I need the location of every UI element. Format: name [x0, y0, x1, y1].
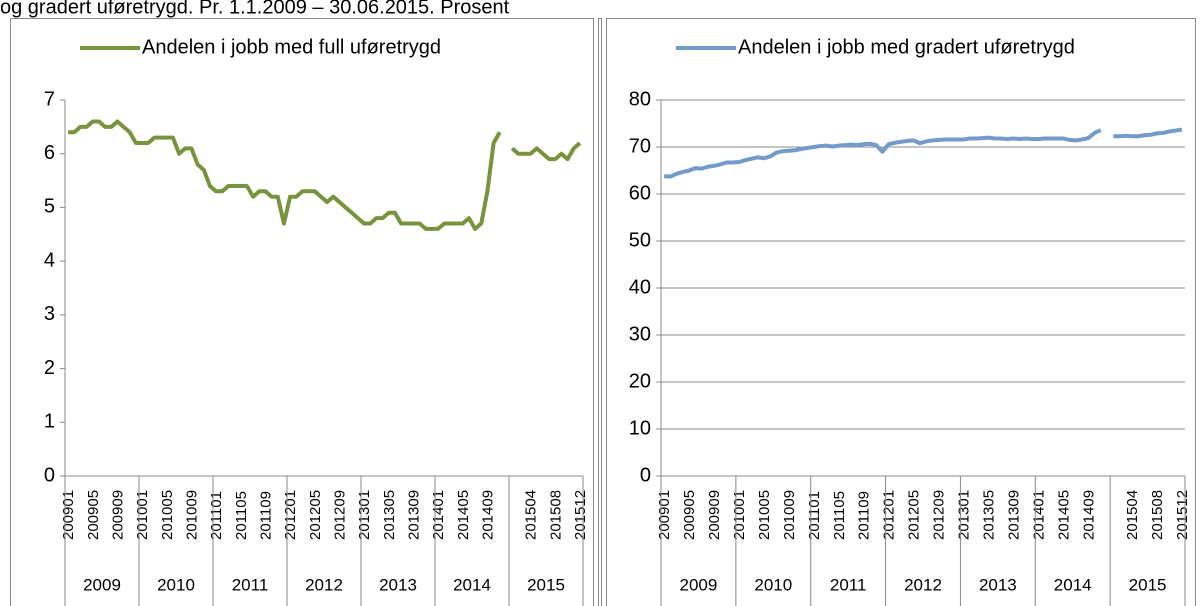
y-tick-label: 30 [629, 323, 651, 345]
y-tick-label: 40 [629, 276, 651, 298]
y-tick-label: 0 [44, 464, 55, 486]
legend-label: Andelen i jobb med gradert uføretrygd [738, 36, 1075, 58]
x-tick-label: 201409 [479, 490, 496, 540]
x-tick-label: 201405 [455, 490, 472, 540]
x-tick-label: 201101 [208, 491, 225, 540]
year-label: 2014 [453, 575, 491, 594]
x-tick-label: 201301 [956, 490, 973, 540]
x-tick-label: 201105 [233, 491, 250, 540]
x-tick-label: 201001 [134, 490, 151, 540]
year-label: 2013 [379, 575, 417, 594]
x-tick-label: 200909 [109, 490, 126, 540]
y-tick-label: 7 [44, 88, 55, 110]
x-tick-label: 200901 [656, 490, 673, 540]
x-tick-label: 201009 [183, 490, 200, 540]
panel-border [606, 18, 1196, 606]
x-tick-label: 201109 [856, 491, 873, 540]
year-label: 2011 [232, 575, 269, 594]
x-tick-label: 201309 [405, 490, 422, 540]
x-tick-label: 201005 [756, 490, 773, 540]
x-tick-label: 201205 [307, 490, 324, 540]
x-tick-label: 201309 [1005, 490, 1022, 540]
year-label: 2010 [754, 575, 792, 594]
y-tick-label: 70 [629, 135, 651, 157]
y-tick-label: 5 [44, 196, 55, 218]
x-tick-label: 201201 [282, 490, 299, 540]
x-tick-label: 201504 [1124, 490, 1141, 540]
x-tick-label: 201401 [1030, 490, 1047, 540]
y-tick-label: 1 [44, 411, 55, 433]
x-tick-label: 201301 [356, 490, 373, 540]
year-label: 2013 [979, 575, 1017, 594]
x-tick-label: 201305 [981, 490, 998, 540]
x-tick-label: 201105 [831, 491, 848, 540]
y-tick-label: 20 [629, 370, 651, 392]
y-tick-label: 50 [629, 229, 651, 251]
y-tick-label: 60 [629, 182, 651, 204]
year-label: 2014 [1054, 575, 1092, 594]
x-tick-label: 201001 [731, 490, 748, 540]
year-label: 2012 [904, 575, 942, 594]
x-tick-label: 201512 [572, 490, 589, 540]
x-tick-label: 201209 [931, 490, 948, 540]
year-label: 2015 [1129, 575, 1167, 594]
data-line [68, 119, 582, 231]
x-tick-label: 200905 [681, 490, 698, 540]
x-tick-label: 201009 [781, 490, 798, 540]
panel-border [10, 18, 594, 606]
y-tick-label: 80 [629, 88, 651, 110]
y-tick-label: 10 [629, 417, 651, 439]
data-line [663, 127, 1183, 179]
x-tick-label: 200905 [85, 490, 102, 540]
x-tick-label: 201405 [1055, 490, 1072, 540]
x-tick-label: 201201 [881, 490, 898, 540]
x-tick-label: 201005 [159, 490, 176, 540]
y-tick-label: 3 [44, 303, 55, 325]
y-tick-label: 2 [44, 357, 55, 379]
year-label: 2012 [305, 575, 343, 594]
year-label: 2009 [83, 575, 121, 594]
x-tick-label: 201401 [430, 490, 447, 540]
x-tick-label: 201209 [331, 490, 348, 540]
x-tick-label: 200901 [60, 490, 77, 540]
x-tick-label: 201305 [381, 490, 398, 540]
x-tick-label: 200909 [706, 490, 723, 540]
x-tick-label: 201504 [523, 490, 540, 540]
year-label: 2011 [830, 575, 867, 594]
x-tick-label: 201512 [1174, 490, 1191, 540]
y-tick-label: 6 [44, 142, 55, 164]
panel-separator [598, 18, 602, 606]
caption: og gradert uføretrygd. Pr. 1.1.2009 – 30… [0, 0, 510, 18]
x-tick-label: 201205 [906, 490, 923, 540]
year-label: 2010 [157, 575, 195, 594]
year-label: 2015 [527, 575, 565, 594]
legend-label: Andelen i jobb med full uføretrygd [142, 36, 441, 58]
y-tick-label: 4 [44, 249, 55, 271]
x-tick-label: 201109 [257, 491, 274, 540]
x-tick-label: 201508 [547, 490, 564, 540]
x-tick-label: 201508 [1149, 490, 1166, 540]
x-tick-label: 201101 [806, 491, 823, 540]
year-label: 2009 [680, 575, 718, 594]
y-tick-label: 0 [640, 464, 651, 486]
x-tick-label: 201409 [1080, 490, 1097, 540]
